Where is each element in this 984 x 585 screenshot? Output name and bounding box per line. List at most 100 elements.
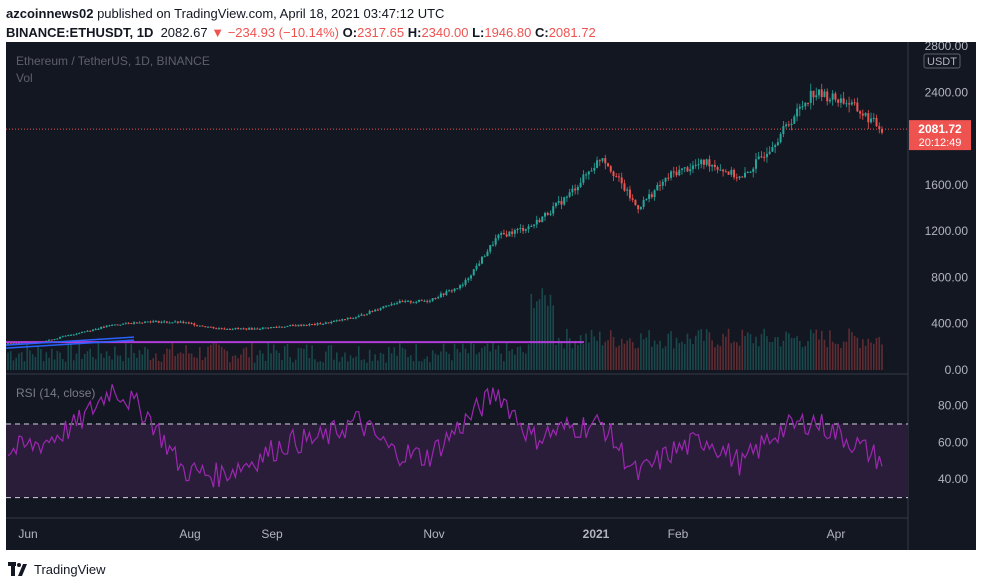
candle-body <box>264 327 267 329</box>
volume-bar <box>289 357 292 370</box>
volume-bar <box>848 328 850 370</box>
volume-bar <box>398 343 401 370</box>
volume-bar <box>355 356 357 370</box>
volume-bar <box>530 293 533 370</box>
candle-body <box>9 343 12 345</box>
candle-body <box>407 300 410 302</box>
volume-bar <box>541 288 544 370</box>
candle-body <box>374 309 377 312</box>
candle-body <box>472 269 475 276</box>
candle-body <box>697 164 700 166</box>
volume-bar <box>525 353 527 370</box>
volume-bar <box>20 352 23 370</box>
candle-body <box>122 323 125 325</box>
volume-bar <box>81 358 83 370</box>
volume-bar <box>220 347 223 370</box>
volume-bar <box>563 348 565 370</box>
volume-bar <box>478 352 481 370</box>
candle-body <box>135 322 138 324</box>
volume-bar <box>357 346 360 370</box>
candle-body <box>815 95 818 98</box>
candle-body <box>834 93 837 100</box>
volume-bar <box>703 340 705 370</box>
volume-bar <box>360 359 363 370</box>
candle-body <box>220 328 223 330</box>
volume-bar <box>859 347 861 370</box>
chart-svg[interactable]: Ethereum / TetherUS, 1D, BINANCE Vol RSI… <box>5 39 976 550</box>
candle-body <box>80 332 83 334</box>
tradingview-brand[interactable]: TradingView <box>34 561 106 577</box>
candle-body <box>576 186 579 191</box>
volume-bar <box>59 352 61 370</box>
volume-bar <box>196 357 198 370</box>
volume-bar <box>34 356 37 370</box>
rsi-tick-label: 60.00 <box>938 435 968 449</box>
candle-body <box>154 320 157 322</box>
candle-body <box>722 169 725 172</box>
volume-bar <box>281 360 283 370</box>
volume-bar <box>763 328 765 370</box>
rsi-band <box>6 424 908 498</box>
volume-bar <box>538 299 541 370</box>
volume-bar <box>155 353 157 370</box>
candle-body <box>382 306 385 309</box>
candle-body <box>519 228 522 230</box>
volume-bar <box>207 346 209 370</box>
volume-bar <box>694 335 697 370</box>
volume-bar <box>379 352 382 370</box>
candle-body <box>837 99 840 103</box>
price-tick-label: 400.00 <box>931 317 968 331</box>
volume-bar <box>51 348 53 370</box>
price-tag-box <box>909 120 971 151</box>
volume-bar <box>820 330 823 370</box>
candle-body <box>861 113 864 116</box>
volume-bar <box>738 345 741 370</box>
candle-body <box>124 322 127 324</box>
candle-body <box>308 324 311 326</box>
volume-bar <box>667 333 670 370</box>
volume-bar <box>744 335 746 370</box>
volume-bar <box>116 355 119 370</box>
candle-body <box>867 113 870 123</box>
volume-bar <box>533 307 535 370</box>
candle-body <box>316 323 319 325</box>
candle-body <box>754 159 757 169</box>
candle-body <box>385 305 388 307</box>
candle-body <box>330 321 333 324</box>
candle-body <box>711 164 714 167</box>
volume-bar <box>626 340 628 370</box>
candle-body <box>190 322 193 324</box>
volume-bar <box>166 348 168 370</box>
volume-bar <box>615 347 618 370</box>
candle-body <box>820 89 823 97</box>
candle-body <box>604 158 607 164</box>
candle-body <box>250 328 253 330</box>
volume-bar <box>574 340 576 370</box>
author-name[interactable]: azcoinnews02 <box>6 6 94 21</box>
volume-bar <box>804 346 807 370</box>
close-label: C: <box>534 25 549 40</box>
currency-label: USDT <box>927 56 957 68</box>
volume-bar <box>15 357 18 370</box>
volume-bar <box>259 350 261 370</box>
candle-body <box>678 169 681 176</box>
candle-body <box>738 176 741 178</box>
candle-body <box>215 328 218 330</box>
candle-body <box>91 329 94 331</box>
candle-body <box>363 314 366 316</box>
candle-body <box>497 234 500 239</box>
candle-body <box>231 329 234 331</box>
volume-bar <box>448 353 450 370</box>
candle-body <box>237 328 240 330</box>
volume-bar <box>735 342 738 370</box>
volume-bar <box>831 341 834 370</box>
candle-body <box>839 98 842 103</box>
candle-body <box>152 321 155 323</box>
candle-body <box>217 328 220 330</box>
volume-bar <box>105 351 108 370</box>
chart-canvas[interactable]: Ethereum / TetherUS, 1D, BINANCE Vol RSI… <box>5 39 976 550</box>
candle-body <box>727 171 730 175</box>
volume-bar <box>7 352 9 370</box>
volume-bar <box>566 328 568 370</box>
volume-bar <box>242 348 245 370</box>
